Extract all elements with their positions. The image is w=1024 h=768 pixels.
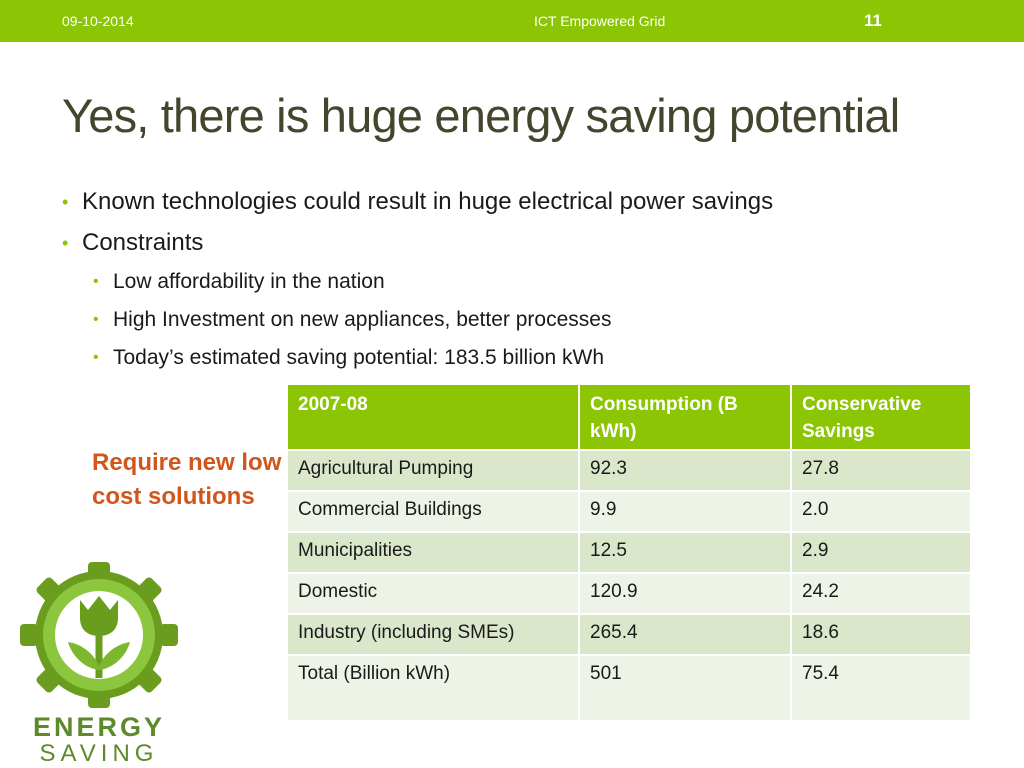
- bullet-item: • Known technologies could result in hug…: [62, 184, 773, 225]
- sub-bullet-item: • High Investment on new appliances, bet…: [62, 304, 773, 342]
- header-bar: 09-10-2014 ICT Empowered Grid 11: [0, 0, 1024, 42]
- bullet-dot-icon: •: [62, 233, 69, 253]
- table-cell-savings: 2.9: [790, 531, 972, 574]
- table-cell-savings: 2.0: [790, 490, 972, 533]
- table-cell-sector: Industry (including SMEs): [286, 613, 580, 656]
- bullet-dot-icon: •: [93, 273, 99, 290]
- table-cell-consumption: 92.3: [578, 449, 792, 492]
- table-cell-savings: 24.2: [790, 572, 972, 615]
- bullet-text: Known technologies could result in huge …: [82, 188, 774, 215]
- bullet-dot-icon: •: [93, 349, 99, 366]
- table-cell-savings: 18.6: [790, 613, 972, 656]
- slide-number: 11: [864, 11, 882, 30]
- table-row: Municipalities 12.5 2.9: [286, 531, 972, 574]
- bullet-dot-icon: •: [62, 192, 69, 212]
- table-cell-consumption: 9.9: [578, 490, 792, 533]
- column-header-consumption: Consumption (B kWh): [578, 383, 792, 451]
- bullet-item: • Constraints: [62, 225, 773, 266]
- callout-text: Require new low cost solutions: [92, 449, 282, 510]
- slide-title: Yes, there is huge energy saving potenti…: [62, 89, 900, 142]
- table-cell-consumption: 120.9: [578, 572, 792, 615]
- bullet-dot-icon: •: [93, 311, 99, 328]
- table-cell-sector: Commercial Buildings: [286, 490, 580, 533]
- savings-table: 2007-08 Consumption (B kWh) Conservative…: [286, 383, 972, 722]
- table-total-row: Total (Billion kWh) 501 75.4: [286, 654, 972, 722]
- sub-bullet-text: Low affordability in the nation: [113, 270, 385, 293]
- table-cell-sector: Agricultural Pumping: [286, 449, 580, 492]
- sub-bullet-item: • Low affordability in the nation: [62, 266, 773, 304]
- tulip-gear-icon: [20, 562, 178, 708]
- bullet-list: • Known technologies could result in hug…: [62, 184, 773, 380]
- table-cell-savings: 75.4: [790, 654, 972, 722]
- table-row: Agricultural Pumping 92.3 27.8: [286, 449, 972, 492]
- table-row: Domestic 120.9 24.2: [286, 572, 972, 615]
- table-cell-consumption: 501: [578, 654, 792, 722]
- bullet-text: Constraints: [82, 229, 204, 256]
- table-cell-consumption: 12.5: [578, 531, 792, 574]
- table-cell-sector: Domestic: [286, 572, 580, 615]
- column-header-year: 2007-08: [286, 383, 580, 451]
- energy-saving-logo: ENERGY SAVING: [20, 562, 178, 764]
- logo-word-saving: SAVING: [40, 740, 159, 764]
- table-row: Commercial Buildings 9.9 2.0: [286, 490, 972, 533]
- table-cell-consumption: 265.4: [578, 613, 792, 656]
- logo-word-energy: ENERGY: [33, 712, 165, 742]
- sub-bullet-text: Today’s estimated saving potential: 183.…: [113, 346, 605, 369]
- table-cell-savings: 27.8: [790, 449, 972, 492]
- sub-bullet-text: High Investment on new appliances, bette…: [113, 308, 612, 331]
- table-cell-sector: Total (Billion kWh): [286, 654, 580, 722]
- presentation-title: ICT Empowered Grid: [534, 13, 666, 29]
- sub-bullet-item: • Today’s estimated saving potential: 18…: [62, 342, 773, 380]
- column-header-savings: Conservative Savings: [790, 383, 972, 451]
- slide-date: 09-10-2014: [62, 13, 134, 29]
- table-header-row: 2007-08 Consumption (B kWh) Conservative…: [286, 383, 972, 451]
- table-cell-sector: Municipalities: [286, 531, 580, 574]
- table-row: Industry (including SMEs) 265.4 18.6: [286, 613, 972, 656]
